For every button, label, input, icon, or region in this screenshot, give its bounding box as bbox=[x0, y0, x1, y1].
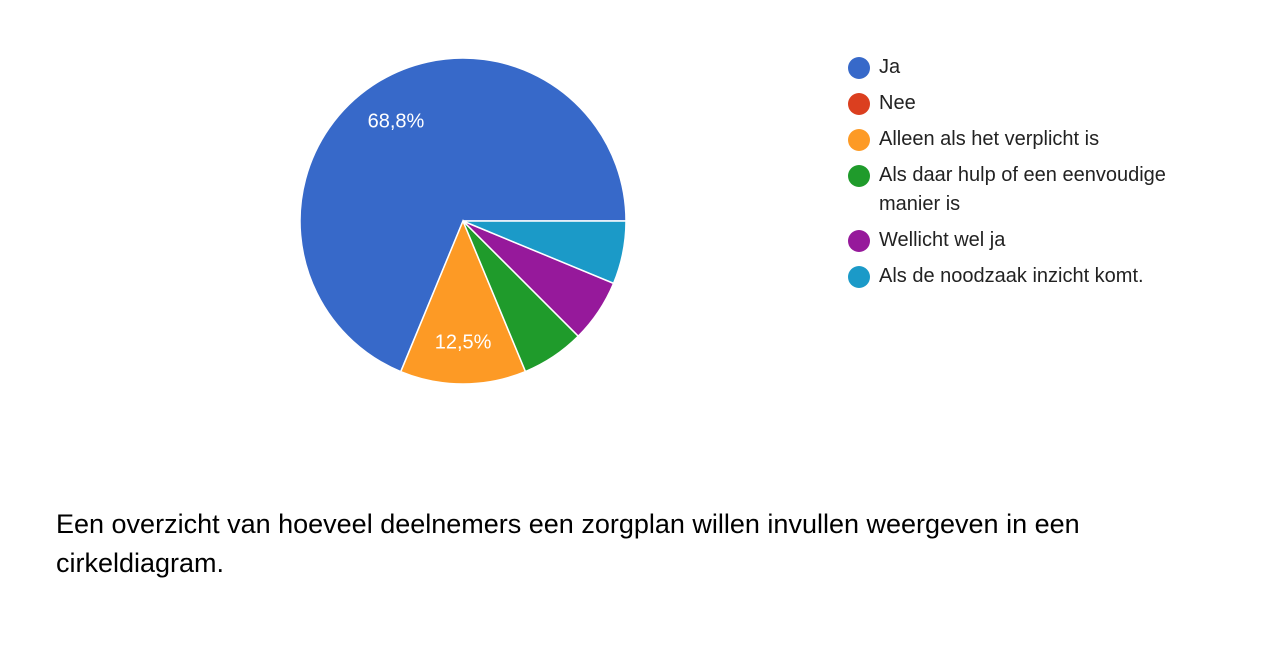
legend-item-5: Als de noodzaak inzicht komt. bbox=[848, 265, 1248, 291]
pie-slice-0 bbox=[299, 57, 627, 373]
slice-label-0: 68,8% bbox=[368, 111, 425, 133]
legend-item-2: Alleen als het verplicht is bbox=[848, 128, 1248, 154]
legend-label-0: Ja bbox=[879, 56, 901, 78]
figure-caption: Een overzicht van hoeveel deelnemers een… bbox=[56, 509, 1080, 578]
legend-item-0: Ja bbox=[848, 56, 1248, 82]
chart-legend: Ja Nee Alleen als het verplicht is Als daar… bbox=[848, 56, 1248, 301]
legend-swatch-1 bbox=[848, 93, 870, 115]
legend-label-5: Als de noodzaak inzicht komt. bbox=[879, 265, 1144, 287]
legend-label-2: Alleen als het verplicht is bbox=[879, 128, 1100, 150]
legend-swatch-3 bbox=[848, 165, 870, 187]
legend-label-1: Nee bbox=[879, 92, 916, 114]
legend-label-4: Wellicht wel ja bbox=[879, 229, 1006, 251]
pie-slice-2 bbox=[399, 219, 527, 385]
legend-item-3: Als daar hulp of een eenvoudige manier i… bbox=[848, 164, 1248, 219]
legend-swatch-4 bbox=[848, 230, 870, 252]
legend-swatch-0 bbox=[848, 57, 870, 79]
legend-item-1: Nee bbox=[848, 92, 1248, 118]
slice-label-2: 12,5% bbox=[435, 332, 492, 354]
pie-slice-5 bbox=[462, 220, 627, 285]
legend-item-4: Wellicht wel ja bbox=[848, 229, 1248, 255]
legend-label-3: Als daar hulp of een eenvoudige manier i… bbox=[879, 164, 1166, 215]
legend-swatch-5 bbox=[848, 266, 870, 288]
legend-swatch-2 bbox=[848, 129, 870, 151]
